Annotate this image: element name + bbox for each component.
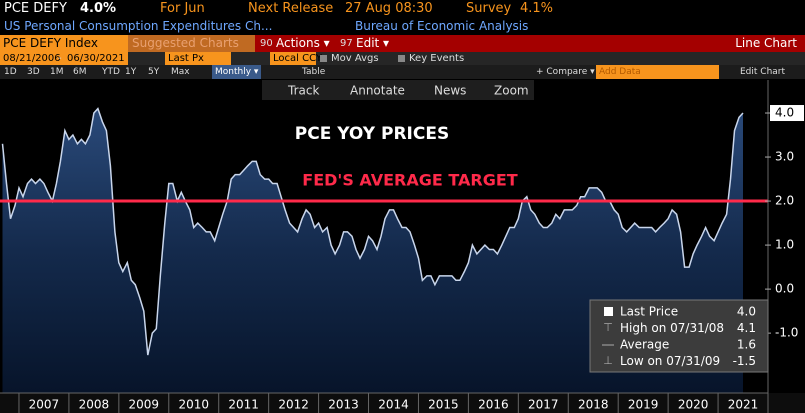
release: 27 Aug 08:30 <box>345 1 433 16</box>
table[interactable]: Table <box>302 67 326 77</box>
x-tick-label: 2020 <box>678 398 709 412</box>
period: For Jun <box>160 1 205 16</box>
x-tick-label: 2016 <box>478 398 509 412</box>
stat-label: Average <box>620 338 669 352</box>
edit-code: 97 <box>340 38 353 49</box>
x-tick-label: 2017 <box>528 398 559 412</box>
tool-button[interactable]: Track <box>287 84 319 98</box>
source: Bureau of Economic Analysis <box>355 19 529 33</box>
x-tick-label: 2014 <box>378 398 409 412</box>
stat-label: Low on 07/31/09 <box>620 354 720 368</box>
x-tick-label: 2009 <box>129 398 160 412</box>
range-button[interactable]: YTD <box>102 67 120 77</box>
tool-button[interactable]: Zoom <box>494 84 529 98</box>
suggested[interactable]: Suggested Charts <box>128 35 255 52</box>
y-tick-label: 3.0 <box>775 150 794 164</box>
y-tick-label: 2.0 <box>775 194 794 208</box>
x-tick-label: 2010 <box>178 398 209 412</box>
security-row: PCE DEFY Index Suggested Charts 90 Actio… <box>0 35 805 52</box>
line <box>1 107 744 356</box>
release-label: Next Release <box>248 1 334 16</box>
add-data[interactable]: Add Data <box>596 65 719 79</box>
y-tick-label: 0.0 <box>775 282 794 296</box>
tool-bar <box>262 80 534 100</box>
ticker: PCE DEFY <box>4 1 67 16</box>
mov-avgs: Mov Avgs <box>331 53 379 64</box>
plot <box>0 107 768 393</box>
x-tick-label: 2008 <box>79 398 110 412</box>
x-tick-label: 2021 <box>728 398 759 412</box>
survey-label: Survey <box>466 1 512 16</box>
x-tick-label: 2019 <box>628 398 659 412</box>
range-button[interactable]: 1Y <box>125 67 137 77</box>
axes: 4.0 3.0 2.0 1.0 0.0 -1.0 2007 2008 2009 2010 2011 2… <box>18 105 804 413</box>
actions-code: 90 <box>260 38 273 49</box>
currency[interactable]: Local CCY <box>270 52 322 65</box>
header-row: PCE DEFY 4.0% For Jun Next Release 27 Au… <box>0 0 805 18</box>
stats: Last Price 4.0 High on 07/31/08 4.1 Average 1… <box>620 305 756 369</box>
range-button[interactable]: 6M <box>73 67 87 77</box>
header-value: 4.0% <box>80 1 117 16</box>
stat-value: 1.6 <box>737 338 756 352</box>
target-label: FED'S AVERAGE TARGET <box>302 171 518 190</box>
range-button[interactable]: 3D <box>27 67 40 77</box>
ranges: 1D 3D 1M 6M YTD 1Y 5Y Max <box>0 65 210 79</box>
stat-label: Last Price <box>620 305 678 319</box>
edit-chart[interactable]: Edit Chart <box>740 67 786 77</box>
x-tick-label: 2018 <box>578 398 609 412</box>
x-axis-band <box>0 393 805 413</box>
stat-label: High on 07/31/08 <box>620 321 724 335</box>
tool-button[interactable]: News <box>434 84 466 98</box>
high-icon: ⊤ <box>603 321 613 334</box>
description-row: US Personal Consumption Expenditures Ch.… <box>0 18 805 35</box>
actions[interactable]: Actions ▾ <box>276 36 330 50</box>
frequency[interactable]: Monthly ▾ <box>212 65 262 79</box>
survey: 4.1% <box>520 1 554 16</box>
last-icon <box>604 307 613 316</box>
chart-title: PCE YOY PRICES <box>295 124 449 144</box>
end-date[interactable]: 06/30/2021 <box>64 52 128 65</box>
low-icon: ⊥ <box>603 354 613 367</box>
x-tick-label: 2015 <box>428 398 459 412</box>
tools: Track Annotate News Zoom <box>287 84 529 98</box>
area <box>2 108 743 393</box>
last-value-label: 4.0 <box>775 106 794 120</box>
stat-value: -1.5 <box>733 354 756 368</box>
range-row: 1D 3D 1M 6M YTD 1Y 5Y Max Monthly ▾ Table + Com… <box>0 65 805 79</box>
stats-box <box>589 299 769 373</box>
description: US Personal Consumption Expenditures Ch.… <box>4 19 273 33</box>
key-events-check[interactable] <box>398 55 405 62</box>
x-tick-label: 2013 <box>328 398 359 412</box>
range-button[interactable]: 1D <box>4 67 17 77</box>
edit[interactable]: Edit ▾ <box>356 36 390 50</box>
x-tick-label: 2012 <box>278 398 309 412</box>
stat-value: 4.0 <box>737 305 756 319</box>
compare[interactable]: + Compare ▾ <box>536 67 595 77</box>
range-button[interactable]: 5Y <box>148 67 160 77</box>
chart-type: Line Chart <box>735 36 797 50</box>
tool-button[interactable]: Annotate <box>350 84 405 98</box>
y-tick-label: -1.0 <box>775 326 798 340</box>
security[interactable]: PCE DEFY Index <box>0 35 128 52</box>
x-tick-label: 2007 <box>29 398 60 412</box>
stat-value: 4.1 <box>737 321 756 335</box>
date-sep: - <box>58 53 62 64</box>
range-button[interactable]: Max <box>171 67 190 77</box>
settings-row: 08/21/2006 - 06/30/2021 Last Px Local CC… <box>0 52 805 65</box>
y-tick-label: 1.0 <box>775 238 794 252</box>
last-value-tag <box>770 105 804 122</box>
range-button[interactable]: 1M <box>50 67 64 77</box>
mov-avgs-check[interactable] <box>320 55 327 62</box>
price[interactable]: Last Px <box>165 52 231 65</box>
key-events: Key Events <box>409 53 465 64</box>
x-tick-label: 2011 <box>228 398 259 412</box>
start-date[interactable]: 08/21/2006 <box>0 52 64 65</box>
